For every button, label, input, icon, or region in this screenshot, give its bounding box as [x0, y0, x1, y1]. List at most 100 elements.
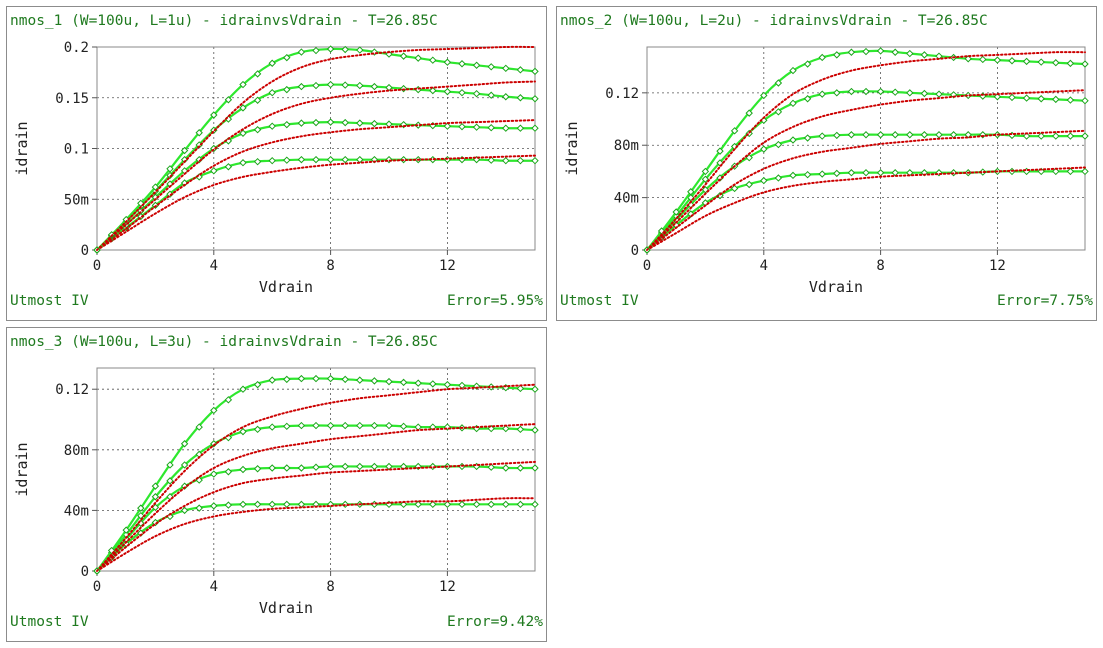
- measured-point: [356, 376, 364, 384]
- measured-point: [1037, 167, 1045, 176]
- measured-point: [818, 132, 826, 140]
- measured-point: [268, 423, 276, 431]
- measured-point: [312, 421, 320, 430]
- measured-point: [1008, 57, 1016, 65]
- measured-point: [107, 546, 116, 555]
- measured-point: [341, 118, 349, 127]
- measured-point: [224, 501, 233, 509]
- measured-point: [443, 380, 452, 389]
- measured-point: [818, 53, 826, 62]
- measured-point: [502, 156, 510, 165]
- measured-point: [862, 47, 870, 56]
- simulated-series-line: [96, 45, 536, 251]
- measured-point: [385, 462, 393, 471]
- x-axis-label: Vdrain: [809, 278, 863, 296]
- measured-point: [326, 45, 335, 53]
- measured-point: [1081, 96, 1089, 105]
- x-axis-label: Vdrain: [259, 599, 313, 617]
- measured-point: [1081, 167, 1089, 176]
- measured-point: [502, 64, 510, 73]
- measured-point: [312, 118, 320, 127]
- measured-point: [283, 375, 291, 384]
- measured-point: [239, 500, 247, 509]
- measured-point: [774, 79, 783, 87]
- measured-point: [906, 49, 914, 58]
- error-label: Error=7.75%: [996, 293, 1093, 309]
- error-label: Error=9.42%: [446, 614, 543, 630]
- measured-point: [1081, 132, 1089, 140]
- measured-point: [701, 175, 710, 183]
- measured-point: [429, 380, 437, 388]
- measured-point: [487, 156, 495, 164]
- measured-series-line: [96, 83, 536, 251]
- simulated-series-line: [96, 154, 536, 251]
- y-axis-label: idrain: [13, 442, 31, 496]
- measured-point: [151, 493, 160, 501]
- measured-point: [876, 169, 885, 177]
- chart-title: nmos_2 (W=100u, L=2u) - idrainvsVdrain -…: [560, 13, 988, 29]
- chart-panel-nmos-3: nmos_3 (W=100u, L=3u) - idrainvsVdrain -…: [6, 327, 547, 642]
- measured-point: [1052, 167, 1060, 176]
- measured-point: [429, 121, 437, 130]
- measured-point: [253, 465, 262, 473]
- measured-point: [516, 384, 525, 393]
- measured-point: [487, 500, 495, 509]
- measured-point: [210, 406, 218, 415]
- measured-point: [414, 500, 422, 509]
- simulated-series-line: [96, 119, 536, 251]
- x-tick-label: 12: [989, 258, 1006, 274]
- measured-point: [803, 134, 812, 142]
- measured-point: [326, 374, 335, 383]
- measured-point: [1022, 132, 1031, 140]
- measured-point: [429, 86, 437, 95]
- measured-point: [268, 88, 276, 97]
- measured-point: [716, 147, 724, 155]
- measured-point: [876, 131, 885, 139]
- measured-point: [487, 91, 495, 99]
- measured-point: [531, 156, 539, 165]
- measured-point: [385, 377, 393, 386]
- measured-point: [458, 60, 466, 68]
- measured-point: [789, 171, 797, 180]
- measured-point: [531, 500, 539, 509]
- measured-point: [297, 464, 306, 472]
- measured-point: [745, 109, 753, 117]
- measured-point: [1066, 167, 1075, 176]
- measured-point: [979, 55, 987, 64]
- x-tick-label: 8: [326, 258, 334, 274]
- measured-point: [283, 422, 291, 431]
- measured-point: [730, 127, 739, 135]
- measured-point: [920, 51, 929, 59]
- measured-point: [472, 123, 481, 131]
- measured-point: [862, 87, 870, 96]
- chart-title: nmos_3 (W=100u, L=3u) - idrainvsVdrain -…: [10, 334, 438, 350]
- measured-point: [443, 122, 452, 130]
- measured-point: [443, 58, 452, 66]
- measured-point: [745, 180, 753, 189]
- measured-point: [210, 111, 218, 119]
- simulated-series-line: [96, 383, 536, 572]
- measured-point: [253, 500, 262, 509]
- measured-point: [268, 59, 276, 67]
- measured-point: [472, 89, 481, 98]
- measured-point: [487, 63, 495, 71]
- measured-point: [818, 170, 826, 178]
- measured-point: [297, 82, 306, 91]
- measured-point: [356, 81, 364, 90]
- measured-point: [458, 122, 466, 131]
- y-tick-label: 0.1: [64, 142, 89, 158]
- measured-point: [1052, 95, 1060, 104]
- measured-point: [774, 108, 783, 116]
- measured-point: [312, 155, 320, 164]
- y-tick-label: 0: [81, 564, 89, 580]
- measured-point: [297, 421, 306, 430]
- measured-point: [253, 380, 262, 389]
- simulated-series-line: [96, 80, 536, 251]
- measured-point: [326, 421, 335, 430]
- measured-point: [210, 502, 218, 510]
- measured-point: [516, 500, 525, 509]
- plot-area: 0 4 8 12 0 40m 80m 0.12 Vdrain idrain: [13, 367, 539, 617]
- measured-point: [472, 61, 481, 69]
- measured-point: [876, 87, 885, 96]
- measured-point: [531, 426, 539, 434]
